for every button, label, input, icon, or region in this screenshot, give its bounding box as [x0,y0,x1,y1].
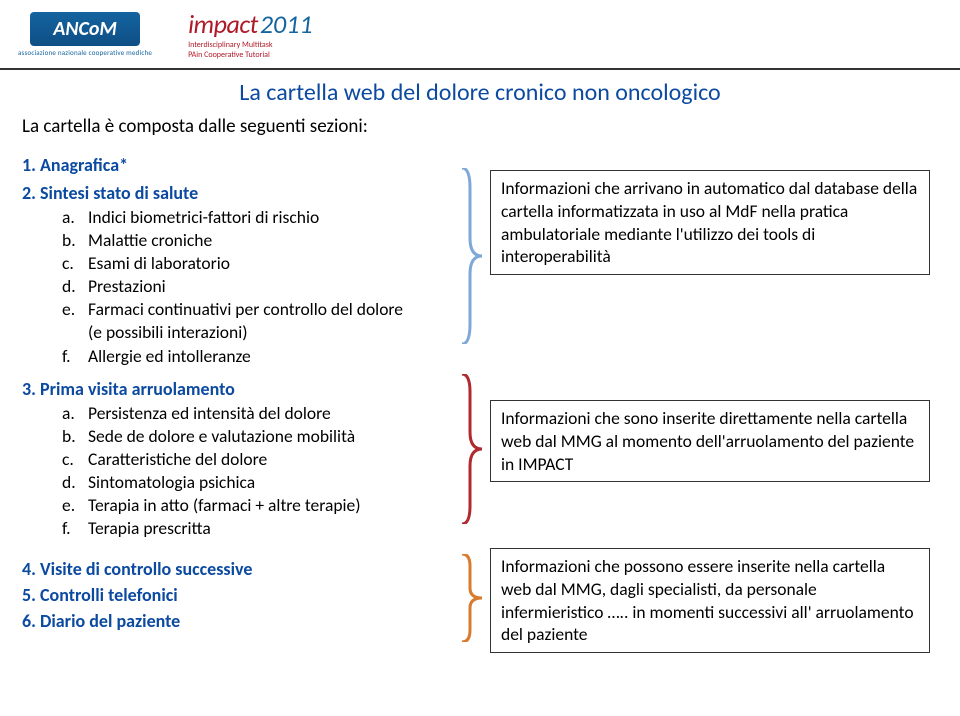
logo-ancom-text: ANCoM [30,12,140,46]
section-4-head: 4. Visite di controllo successive [22,558,470,580]
section-2-num: 2. [22,182,36,204]
section-1-label: Anagrafica* [40,154,128,176]
section-3-num: 3. [22,378,36,400]
s2-f-letter: f. [62,345,88,368]
info-box-1: Informazioni che arrivano in automatico … [490,170,930,275]
info-box-3: Informazioni che possono essere inserite… [490,548,930,653]
s3-d-letter: d. [62,471,88,494]
s3-f-letter: f. [62,517,88,540]
s2-a-text: Indici biometrici-fattori di rischio [88,206,319,229]
section-2-label: Sintesi stato di salute [40,182,198,204]
section-6-num: 6. [22,610,36,632]
page-header: ANCoM associazione nazionale cooperative… [0,0,960,68]
slide-title: La cartella web del dolore cronico non o… [22,78,938,107]
logo-impact-main: impact 2011 [188,8,313,40]
logo-ancom-subtitle: associazione nazionale cooperative medic… [18,48,152,57]
s3-f-text: Terapia prescritta [88,517,211,540]
s3-a-text: Persistenza ed intensità del dolore [88,402,331,425]
slide-body: La cartella web del dolore cronico non o… [0,68,960,716]
section-6-head: 6. Diario del paziente [22,610,470,632]
s3-c-letter: c. [62,448,88,471]
brace-icon-red [458,374,484,524]
logo-impact-sub2: PAin Cooperative Tutorial [188,51,313,60]
right-column: Informazioni che arrivano in automatico … [470,148,938,632]
section-3-label: Prima visita arruolamento [40,378,235,400]
sections-4-6: 4. Visite di controllo successive 5. Con… [22,558,470,632]
logo-impact-sub1: Interdisciplinary Multitask [188,41,313,50]
s3-a-letter: a. [62,402,88,425]
section-2-head: 2. Sintesi stato di salute [22,182,470,204]
logo-impact-year: 2011 [260,8,313,40]
info-box-2: Informazioni che sono inserite direttame… [490,400,930,482]
s2-c-text: Esami di laboratorio [88,252,230,275]
s2-b-letter: b. [62,229,88,252]
section-3-head: 3. Prima visita arruolamento [22,378,470,400]
s2-e-letter: e. [62,298,88,321]
section-2-sublist: a.Indici biometrici-fattori di rischio b… [62,206,470,368]
s3-b-letter: b. [62,425,88,448]
s3-b-text: Sede de dolore e valutazione mobilità [88,425,355,448]
s3-c-text: Caratteristiche del dolore [88,448,267,471]
section-3-sublist: a.Persistenza ed intensità del dolore b.… [62,402,470,541]
logo-ancom: ANCoM associazione nazionale cooperative… [18,12,152,57]
s2-b-text: Malattie croniche [88,229,212,252]
s3-d-text: Sintomatologia psichica [88,471,255,494]
s2-d-text: Prestazioni [88,275,166,298]
section-1-head: 1. Anagrafica* [22,154,470,176]
brace-icon-blue [458,168,484,344]
section-5-label: Controlli telefonici [40,584,178,606]
logo-impact: impact 2011 Interdisciplinary Multitask … [188,8,313,60]
s2-a-letter: a. [62,206,88,229]
s2-f-text: Allergie ed intolleranze [88,345,251,368]
section-4-num: 4. [22,558,36,580]
section-5-head: 5. Controlli telefonici [22,584,470,606]
brace-icon-orange [458,554,484,642]
section-4-label: Visite di controllo successive [40,558,252,580]
logo-impact-word: impact [188,8,258,40]
s3-e-text: Terapia in atto (farmaci + altre terapie… [88,494,361,517]
s2-d-letter: d. [62,275,88,298]
s2-e-text: Farmaci continuativi per controllo del d… [88,298,403,321]
s3-e-letter: e. [62,494,88,517]
s2-e-cont: (e possibili interazioni) [88,321,470,344]
intro-text: La cartella è composta dalle seguenti se… [22,115,938,138]
left-column: 1. Anagrafica* 2. Sintesi stato di salut… [22,148,470,632]
section-6-label: Diario del paziente [40,610,180,632]
section-5-num: 5. [22,584,36,606]
s2-c-letter: c. [62,252,88,275]
section-1-num: 1. [22,154,36,176]
